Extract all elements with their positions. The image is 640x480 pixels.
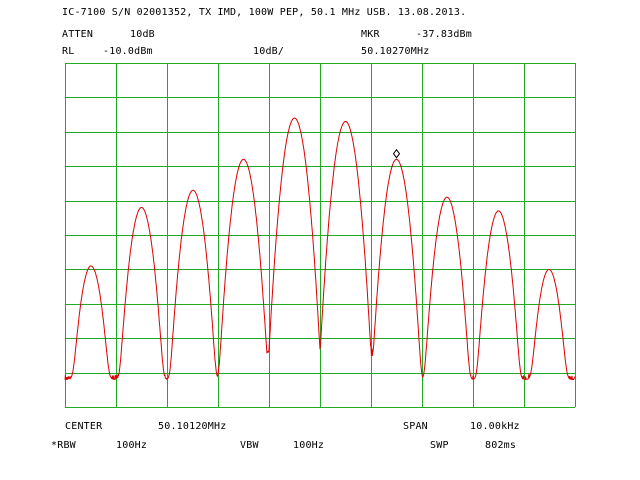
mkr-label: MKR [361, 29, 380, 40]
mkr-value: -37.83dBm [416, 29, 472, 40]
swp-value: 802ms [485, 440, 517, 451]
span-label: SPAN [403, 421, 428, 432]
atten-value: 10dB [130, 29, 155, 40]
vbw-label: VBW [240, 440, 259, 451]
swp-label: SWP [430, 440, 449, 451]
atten-label: ATTEN [62, 29, 94, 40]
center-label: CENTER [65, 421, 103, 432]
marker-frequency: 50.10270MHz [361, 46, 430, 57]
marker-diamond [392, 148, 401, 159]
rl-value: -10.0dBm [103, 46, 153, 57]
vbw-value: 100Hz [293, 440, 325, 451]
rbw-label: *RBW [51, 440, 76, 451]
rl-label: RL [62, 46, 75, 57]
scale-value: 10dB/ [253, 46, 285, 57]
grid [65, 63, 576, 408]
header-title: IC-7100 S/N 02001352, TX IMD, 100W PEP, … [62, 7, 467, 18]
spectrum-trace [64, 117, 576, 381]
span-value: 10.00kHz [470, 421, 520, 432]
rbw-value: 100Hz [116, 440, 148, 451]
center-value: 50.10120MHz [158, 421, 227, 432]
